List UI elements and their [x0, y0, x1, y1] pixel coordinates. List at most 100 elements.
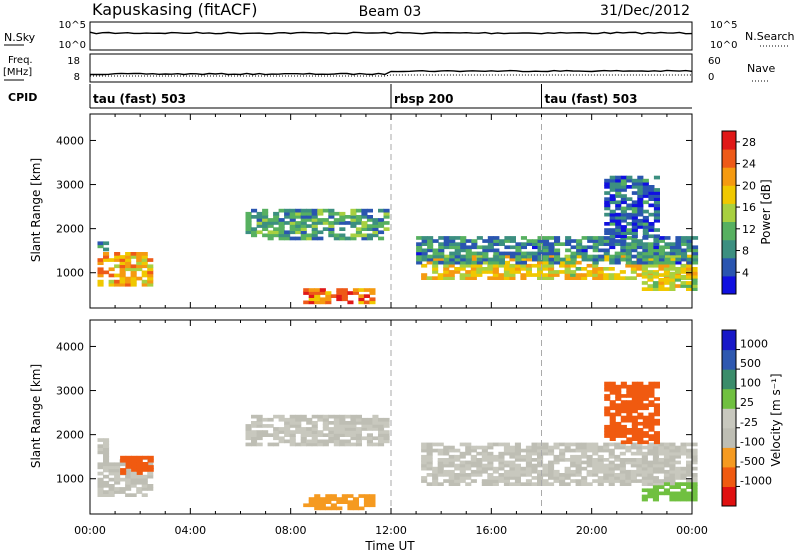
echo-cell [570, 276, 577, 280]
echo-cell [251, 414, 258, 419]
echo-cell [642, 188, 649, 192]
echo-cell [597, 273, 604, 277]
echo-cell [503, 460, 510, 465]
echo-cell [383, 424, 390, 428]
echo-cell [125, 471, 132, 476]
echo-cell [581, 245, 588, 250]
colorbar-tick-label: -25 [740, 416, 758, 429]
echo-cell [509, 445, 516, 450]
echo-cell [575, 458, 582, 462]
echo-cell [487, 257, 494, 262]
echo-cell [592, 451, 599, 456]
echo-cell [525, 482, 532, 486]
echo-cell [652, 469, 659, 474]
echo-cell [663, 454, 670, 459]
echo-cell [492, 270, 499, 274]
echo-cell [647, 445, 654, 450]
colorbar-frame [721, 130, 737, 295]
echo-cell [460, 248, 467, 253]
echo-cell [97, 471, 104, 476]
date-title: 31/Dec/2012 [600, 3, 690, 19]
echo-cell [476, 236, 483, 240]
echo-cell [141, 273, 148, 278]
echo-cell [642, 242, 649, 246]
echo-cell [641, 466, 648, 471]
echo-cell [620, 248, 627, 253]
echo-cell [653, 200, 660, 205]
echo-cell [630, 445, 637, 450]
echo-cell [641, 497, 648, 502]
echo-cell [448, 476, 455, 480]
echo-cell [663, 473, 670, 477]
echo-cell [642, 178, 649, 183]
echo-cell [141, 252, 148, 256]
echo-cell [514, 458, 521, 462]
echo-cell [125, 468, 132, 473]
colorbar-swatch [722, 486, 736, 507]
echo-cell [311, 430, 318, 434]
echo-cell [615, 394, 622, 398]
echo-cell [498, 460, 505, 465]
echo-cell [598, 248, 605, 253]
echo-cell [548, 267, 555, 271]
echo-cell [426, 460, 433, 465]
echo-cell [449, 245, 456, 250]
echo-cell [642, 434, 649, 438]
echo-cell [648, 412, 655, 417]
echo-cell [421, 476, 428, 480]
echo-cell [314, 288, 321, 292]
nsearch-label: N.Search [745, 30, 795, 43]
echo-cell [363, 294, 370, 298]
echo-cell [680, 482, 687, 486]
echo-cell [648, 403, 655, 407]
echo-cell [691, 442, 698, 447]
echo-cell [130, 255, 137, 259]
echo-cell [448, 479, 455, 483]
echo-cell [652, 460, 659, 465]
echo-cell [136, 276, 143, 281]
echo-cell [686, 469, 693, 474]
echo-cell [454, 463, 461, 468]
echo-cell [322, 427, 329, 431]
echo-cell [630, 460, 637, 465]
echo-cell [352, 288, 359, 292]
echo-cell [609, 415, 616, 420]
echo-cell [648, 418, 655, 423]
echo-cell [421, 479, 428, 483]
echo-cell [652, 488, 659, 493]
echo-cell [653, 248, 660, 253]
echo-cell [421, 239, 428, 243]
echo-cell [620, 209, 627, 214]
echo-cell [509, 476, 516, 480]
echo-cell [103, 490, 110, 494]
echo-cell [691, 488, 698, 493]
echo-cell [587, 239, 594, 243]
echo-cell [366, 433, 373, 437]
echo-cell [691, 497, 698, 502]
echo-cell [647, 448, 654, 453]
echo-cell [300, 417, 307, 422]
echo-cell [636, 463, 643, 468]
echo-cell [537, 257, 544, 262]
echo-cell [626, 428, 633, 432]
echo-cell [459, 460, 466, 465]
echo-cell [625, 479, 632, 483]
echo-cell [598, 236, 605, 240]
echo-cell [114, 252, 121, 256]
echo-cell [245, 211, 252, 216]
echo-cell [592, 242, 599, 246]
echo-cell [581, 248, 588, 253]
echo-cell [614, 276, 621, 280]
echo-cell [426, 445, 433, 450]
echo-cell [421, 236, 428, 240]
echo-cell [592, 276, 599, 280]
echo-cell [619, 479, 626, 483]
echo-cell [136, 258, 143, 262]
echo-cell [372, 224, 379, 228]
echo-cell [637, 222, 644, 226]
echo-cell [664, 257, 671, 262]
echo-cell [653, 242, 660, 246]
echo-cell [609, 424, 616, 429]
echo-cell [553, 460, 560, 465]
echo-cell [531, 442, 538, 447]
